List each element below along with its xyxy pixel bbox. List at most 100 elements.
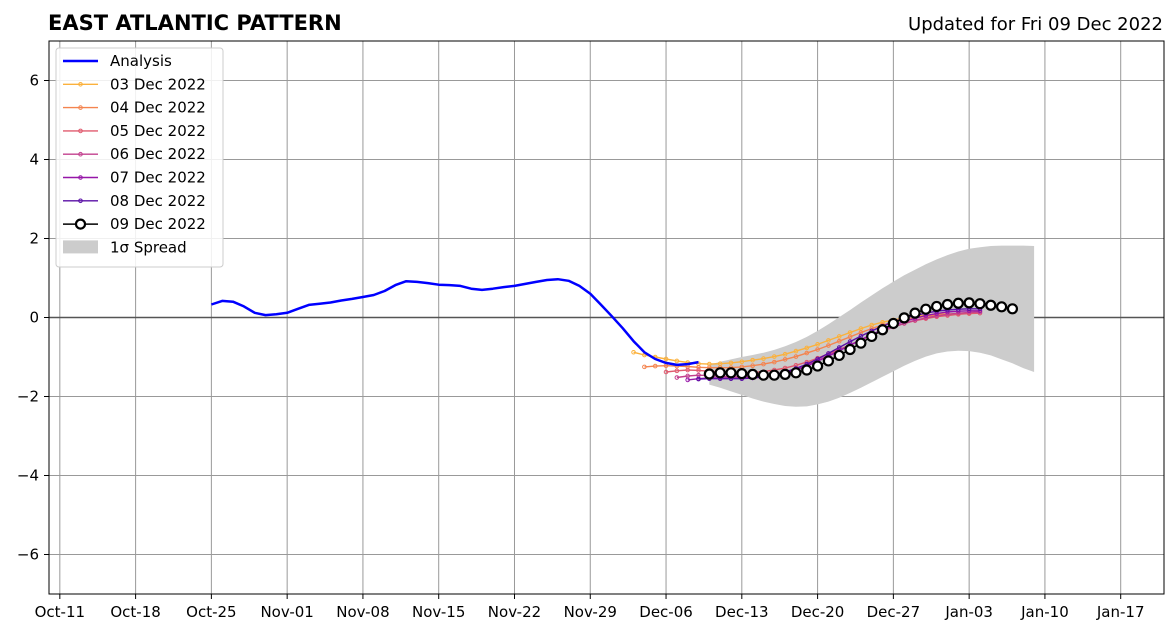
- legend-swatch: [63, 240, 98, 254]
- forecast-point: [847, 334, 853, 340]
- legend-item: 03 Dec 2022: [63, 75, 206, 93]
- legend-item: 1σ Spread: [63, 238, 187, 256]
- main-forecast-point: [931, 300, 943, 313]
- y-tick-label: 2: [29, 230, 39, 248]
- forecast-point: [847, 330, 853, 335]
- chart-title: EAST ATLANTIC PATTERN: [48, 11, 342, 35]
- forecast-point: [674, 358, 680, 364]
- main-forecast-point: [811, 360, 824, 372]
- forecast-point: [782, 351, 788, 357]
- forecast-point: [836, 345, 842, 350]
- main-forecast-point: [866, 330, 878, 343]
- legend-item: 08 Dec 2022: [63, 192, 206, 210]
- legend-item: 09 Dec 2022: [63, 215, 206, 233]
- main-forecast-point: [876, 324, 889, 336]
- legend-label: 1σ Spread: [110, 238, 187, 256]
- y-tick-label: 4: [29, 151, 39, 169]
- x-tick-label: Dec-06: [639, 603, 693, 621]
- axes: Oct-11 Oct-18 Oct-25 Nov-01 Nov-08 Nov-15 Nov-…: [17, 40, 1165, 621]
- forecast-point: [685, 377, 690, 383]
- legend-item: 04 Dec 2022: [63, 99, 206, 117]
- forecast-point: [750, 363, 755, 368]
- forecast-point: [663, 369, 669, 375]
- main-forecast-point: [898, 312, 910, 324]
- x-tick-label: Nov-22: [488, 603, 541, 621]
- legend-box: [55, 47, 224, 268]
- x-tick-label: Nov-08: [336, 603, 389, 621]
- main-forecast-point: [757, 369, 770, 381]
- legend-label: Analysis: [110, 52, 172, 70]
- legend-marker: [78, 128, 83, 134]
- forecast-point: [836, 334, 842, 339]
- x-tick-label: Nov-29: [564, 603, 617, 621]
- legend-label: 08 Dec 2022: [110, 192, 206, 210]
- main-forecast-point: [996, 301, 1008, 313]
- legend-marker: [78, 198, 83, 204]
- forecast-point: [685, 367, 690, 373]
- forecast-point: [804, 350, 810, 356]
- main-forecast-point: [974, 298, 986, 310]
- spread-area: [709, 245, 1035, 407]
- main-forecast-point: [909, 307, 921, 319]
- forecast-point: [815, 342, 820, 347]
- forecast-point: [750, 357, 755, 363]
- forecast-point: [826, 351, 831, 356]
- forecast-point: [836, 338, 842, 344]
- main-forecast-point: [985, 299, 997, 311]
- main-forecast-point: [833, 349, 845, 362]
- forecast-point: [826, 343, 831, 348]
- x-tick-label: Dec-13: [715, 603, 769, 621]
- x-tick-label: Jan-10: [1020, 603, 1069, 621]
- forecast-point: [652, 363, 658, 369]
- legend-label: 06 Dec 2022: [110, 145, 206, 163]
- main-forecast-point: [768, 369, 780, 381]
- forecast-point: [728, 360, 734, 366]
- x-tick-label: Nov-01: [260, 603, 313, 621]
- legend-item: Analysis: [63, 52, 172, 70]
- x-tick-label: Jan-03: [944, 603, 993, 621]
- main-forecast-point: [963, 297, 975, 309]
- main-forecast-point: [801, 364, 813, 376]
- main-forecast-point: [952, 297, 964, 309]
- analysis-series: [211, 277, 699, 367]
- x-tick-label: Oct-25: [186, 603, 236, 621]
- forecast-point: [696, 376, 701, 382]
- forecast-point: [696, 368, 701, 373]
- forecast-point: [804, 345, 810, 351]
- forecast-point: [782, 357, 788, 362]
- x-tick-label: Dec-20: [791, 603, 845, 621]
- forecast-point: [642, 364, 647, 370]
- legend-label: 04 Dec 2022: [110, 99, 206, 117]
- forecast-point: [663, 356, 669, 362]
- legend-marker: [78, 175, 83, 180]
- forecast-point: [793, 348, 799, 354]
- forecast-point: [739, 359, 745, 365]
- forecast-point: [771, 359, 777, 365]
- x-tick-label: Oct-11: [35, 603, 85, 621]
- main-forecast-point: [855, 337, 867, 349]
- x-tick-label: Oct-18: [110, 603, 160, 621]
- forecast-point: [674, 368, 680, 374]
- forecast-point: [674, 375, 680, 380]
- legend-label: 03 Dec 2022: [110, 75, 206, 93]
- main-forecast-point: [941, 298, 954, 311]
- x-tick-label: Jan-17: [1096, 603, 1145, 621]
- main-forecast-point: [822, 355, 835, 367]
- y-tick-label: −2: [17, 388, 39, 406]
- legend-item: 05 Dec 2022: [63, 122, 206, 140]
- forecast-point: [815, 347, 820, 352]
- forecast-point: [793, 354, 799, 359]
- main-forecast-series: [703, 297, 1019, 381]
- legend-item: 06 Dec 2022: [63, 145, 206, 163]
- main-forecast-point: [703, 368, 715, 380]
- chart-subtitle: Updated for Fri 09 Dec 2022: [908, 14, 1163, 35]
- legend-label: 09 Dec 2022: [110, 215, 206, 233]
- forecast-line: [698, 308, 980, 380]
- legend: Analysis 03 Dec 2022 04 Dec 2022 05 Dec 202…: [55, 47, 224, 268]
- legend-label: 05 Dec 2022: [110, 122, 206, 140]
- forecast-point: [761, 356, 766, 361]
- legend-marker: [78, 151, 83, 157]
- main-forecast-point: [920, 303, 932, 315]
- y-tick-label: −4: [17, 467, 39, 485]
